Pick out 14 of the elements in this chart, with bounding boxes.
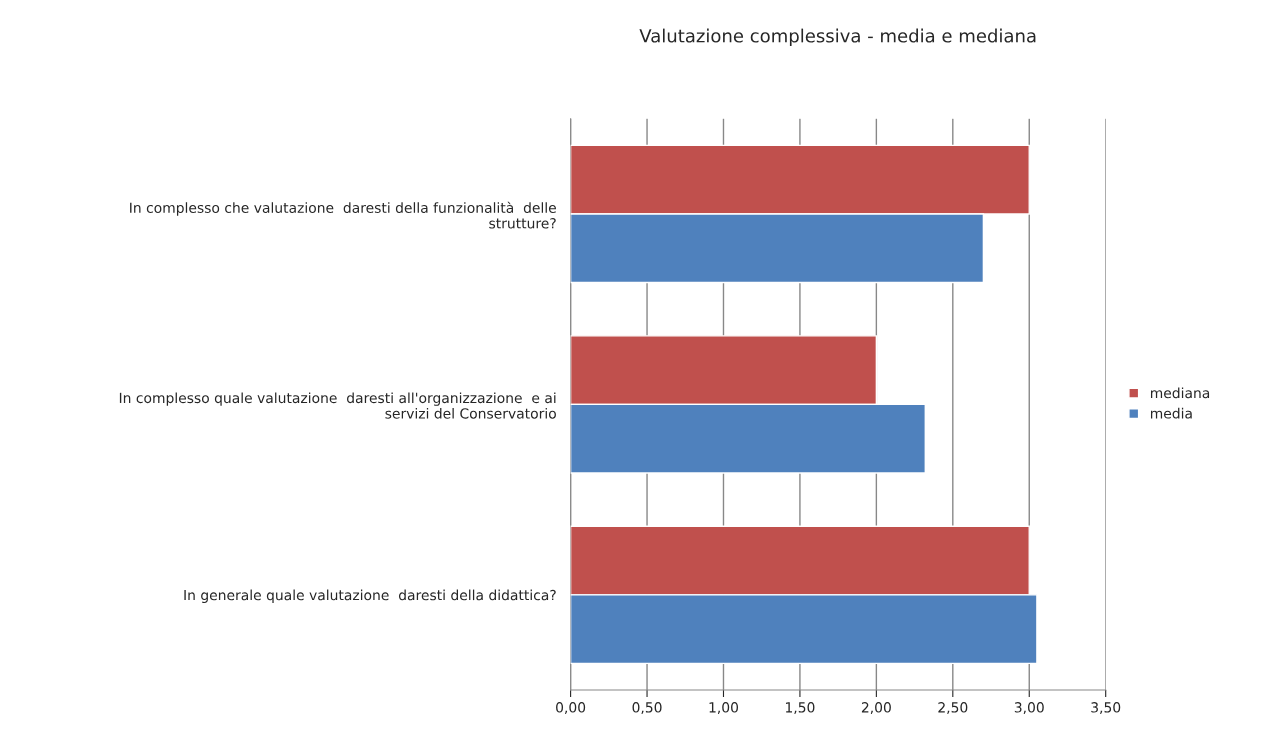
x-tick-label: 3,50 [1091,702,1121,715]
x-tick-label: 2,00 [861,702,891,715]
x-tick-label: 2,50 [938,702,968,715]
x-tick-label: 3,00 [1014,702,1044,715]
x-tick-label: 0,50 [632,702,662,715]
chart-title: Valutazione complessiva - media e mediana [639,28,1036,47]
y-tick-label: In generale quale valutazione daresti della didattica? [184,589,556,603]
legend-label: media [1150,407,1192,419]
legend-label: mediana [1150,387,1210,399]
x-tick-label: 1,50 [785,702,815,715]
y-tick-label: In complesso che valutazione daresti della funzionalità delle strutture? [130,201,556,229]
x-tick-label: 1,00 [709,702,739,715]
y-tick-label: In complesso quale valutazione daresti all'organizzazione e ai servizi del Conservatorio [119,392,556,419]
x-tick-label: 0,00 [556,702,586,715]
